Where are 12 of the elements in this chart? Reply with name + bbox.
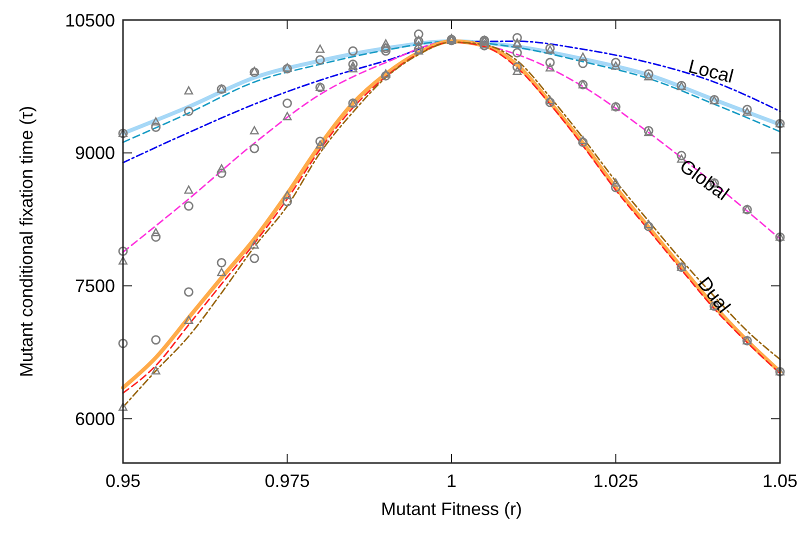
annotation: Local: [686, 56, 736, 88]
x-tick-label: 1.05: [762, 471, 798, 491]
x-axis-title: Mutant Fitness (r): [380, 499, 522, 519]
x-tick-label: 1: [446, 471, 457, 491]
y-tick-label: 6000: [74, 409, 115, 429]
x-tick-label: 0.95: [105, 471, 141, 491]
y-tick-label: 7500: [74, 276, 115, 296]
y-tick-label: 10500: [64, 10, 115, 30]
x-tick-label: 1.025: [593, 471, 638, 491]
y-axis-title: Mutant conditional fixation time (τ): [16, 106, 36, 378]
x-tick-label: 0.975: [264, 471, 310, 491]
y-tick-label: 9000: [74, 143, 115, 164]
